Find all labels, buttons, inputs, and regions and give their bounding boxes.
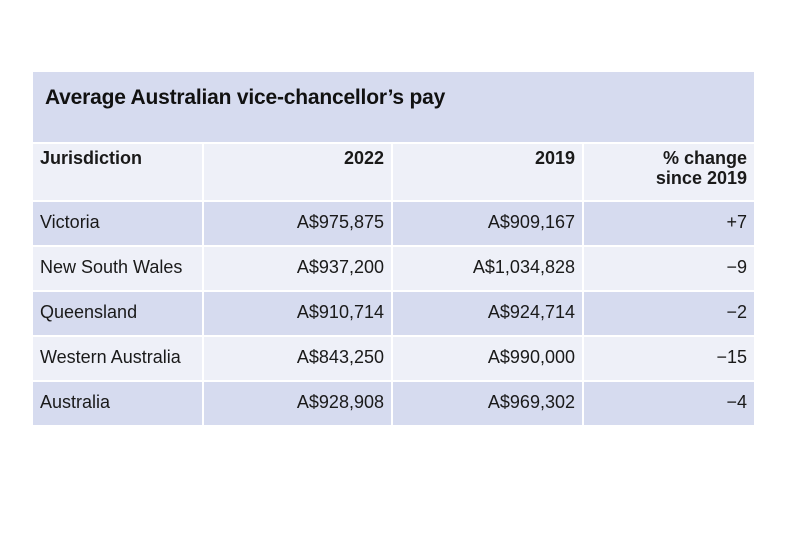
table-row: Queensland A$910,714 A$924,714 −2 [33, 292, 754, 337]
header-2019: 2019 [393, 144, 584, 202]
header-jurisdiction: Jurisdiction [33, 144, 204, 202]
pay-table: Jurisdiction 2022 2019 % change since 20… [33, 144, 754, 427]
cell-pay-2019: A$924,714 [393, 292, 584, 337]
cell-jurisdiction: Queensland [33, 292, 204, 337]
cell-jurisdiction: Australia [33, 382, 204, 427]
cell-percent-change: −9 [584, 247, 754, 292]
cell-pay-2019: A$1,034,828 [393, 247, 584, 292]
pay-table-card: Average Australian vice-chancellor’s pay… [33, 72, 754, 427]
header-percent-change: % change since 2019 [584, 144, 754, 202]
table-title-bar: Average Australian vice-chancellor’s pay [33, 72, 754, 142]
table-row: Australia A$928,908 A$969,302 −4 [33, 382, 754, 427]
table-row: Victoria A$975,875 A$909,167 +7 [33, 202, 754, 247]
cell-pay-2022: A$937,200 [204, 247, 393, 292]
table-row: Western Australia A$843,250 A$990,000 −1… [33, 337, 754, 382]
cell-pay-2022: A$928,908 [204, 382, 393, 427]
header-percent-change-line2: since 2019 [655, 168, 747, 188]
cell-percent-change: +7 [584, 202, 754, 247]
cell-pay-2019: A$990,000 [393, 337, 584, 382]
cell-pay-2019: A$909,167 [393, 202, 584, 247]
cell-jurisdiction: Western Australia [33, 337, 204, 382]
cell-jurisdiction: Victoria [33, 202, 204, 247]
cell-percent-change: −15 [584, 337, 754, 382]
cell-pay-2019: A$969,302 [393, 382, 584, 427]
table-row: New South Wales A$937,200 A$1,034,828 −9 [33, 247, 754, 292]
cell-percent-change: −2 [584, 292, 754, 337]
cell-pay-2022: A$843,250 [204, 337, 393, 382]
table-title: Average Australian vice-chancellor’s pay [45, 86, 446, 109]
header-2022: 2022 [204, 144, 393, 202]
table-header-row: Jurisdiction 2022 2019 % change since 20… [33, 144, 754, 202]
cell-jurisdiction: New South Wales [33, 247, 204, 292]
cell-percent-change: −4 [584, 382, 754, 427]
header-percent-change-line1: % change [662, 148, 747, 168]
cell-pay-2022: A$975,875 [204, 202, 393, 247]
cell-pay-2022: A$910,714 [204, 292, 393, 337]
